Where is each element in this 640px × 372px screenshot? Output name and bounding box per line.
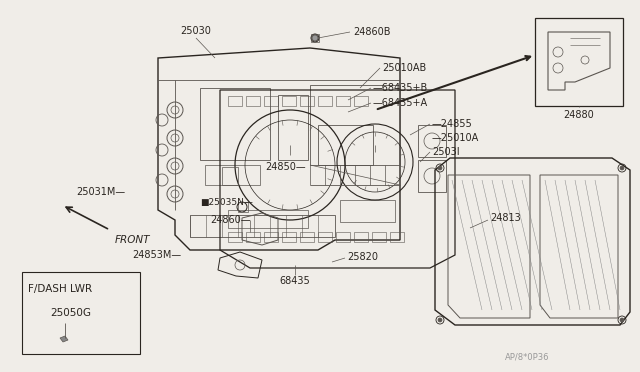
Text: FRONT: FRONT <box>115 235 150 245</box>
Bar <box>246 96 260 106</box>
Bar <box>340 200 395 222</box>
Text: —68435+B: —68435+B <box>373 83 428 93</box>
Bar <box>238 202 248 212</box>
Text: —68435+A: —68435+A <box>373 98 428 108</box>
Text: 25031M—: 25031M— <box>76 187 125 197</box>
Text: 24813: 24813 <box>490 213 521 223</box>
Bar <box>264 232 278 242</box>
Polygon shape <box>60 336 68 342</box>
Text: 68435: 68435 <box>280 276 310 286</box>
Text: 24853M—: 24853M— <box>132 250 181 260</box>
Bar <box>300 232 314 242</box>
Bar <box>354 96 368 106</box>
Bar <box>282 232 296 242</box>
Bar <box>246 232 260 242</box>
Bar <box>336 96 350 106</box>
Text: —24855: —24855 <box>432 119 473 129</box>
Text: 24860—: 24860— <box>210 215 250 225</box>
Text: AP/8*0P36: AP/8*0P36 <box>505 353 550 362</box>
Bar <box>282 96 296 106</box>
Text: 24860B: 24860B <box>353 27 390 37</box>
Text: 25030: 25030 <box>180 26 211 36</box>
Text: F/DASH LWR: F/DASH LWR <box>28 284 92 294</box>
Circle shape <box>438 166 442 170</box>
Bar <box>336 232 350 242</box>
Bar <box>318 96 332 106</box>
Text: 25010AB: 25010AB <box>382 63 426 73</box>
Bar <box>311 34 319 42</box>
Bar <box>228 232 242 242</box>
Circle shape <box>311 34 319 42</box>
Bar <box>205 165 260 185</box>
Bar <box>228 96 242 106</box>
Text: 24850—: 24850— <box>265 162 306 172</box>
Bar <box>300 96 314 106</box>
Text: 25050G: 25050G <box>50 308 91 318</box>
Text: 24880: 24880 <box>564 110 595 120</box>
Text: ■25035N—: ■25035N— <box>200 199 253 208</box>
Bar <box>372 232 386 242</box>
Bar <box>228 210 308 228</box>
Bar <box>418 125 446 157</box>
Circle shape <box>620 318 624 322</box>
Bar <box>390 232 404 242</box>
Bar <box>318 232 332 242</box>
Bar <box>418 160 446 192</box>
Text: —25010A: —25010A <box>432 133 479 143</box>
Text: 25820: 25820 <box>347 252 378 262</box>
Circle shape <box>620 166 624 170</box>
Text: 2503I: 2503I <box>432 147 460 157</box>
Circle shape <box>312 35 318 41</box>
Bar <box>318 125 373 165</box>
Bar <box>535 18 623 106</box>
Circle shape <box>438 318 442 322</box>
Bar <box>264 96 278 106</box>
Bar <box>190 215 335 237</box>
Bar <box>354 232 368 242</box>
Bar <box>22 272 140 354</box>
